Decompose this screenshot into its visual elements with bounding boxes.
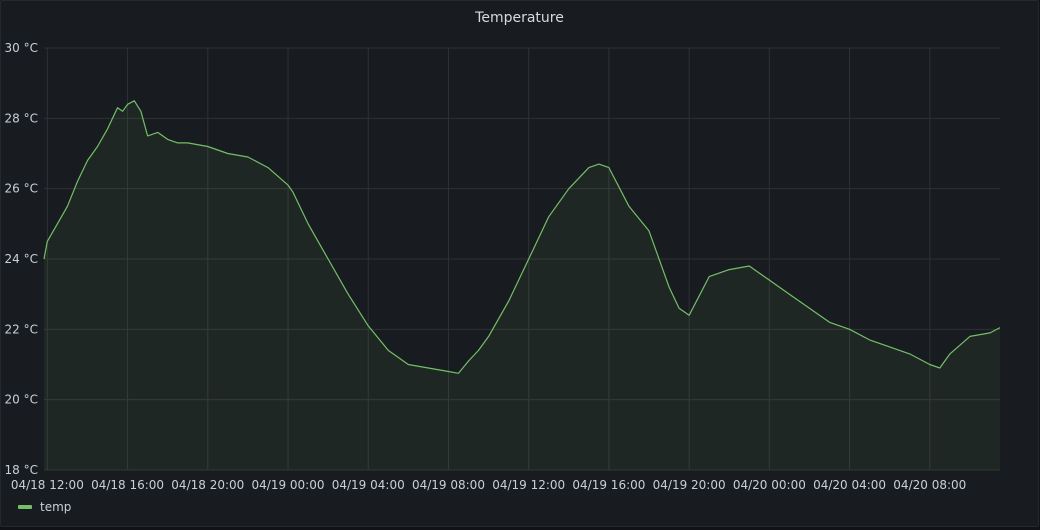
y-tick-label: 30 °C bbox=[5, 41, 38, 55]
y-tick-label: 26 °C bbox=[5, 182, 38, 196]
series-line-temp[interactable] bbox=[43, 100, 1001, 374]
y-tick-label: 18 °C bbox=[5, 463, 38, 477]
x-tick-label: 04/19 12:00 bbox=[492, 478, 565, 492]
y-tick-label: 28 °C bbox=[5, 111, 38, 125]
x-tick-label: 04/18 20:00 bbox=[171, 478, 244, 492]
x-tick-label: 04/19 16:00 bbox=[572, 478, 645, 492]
y-axis: 18 °C 20 °C 22 °C 24 °C 26 °C 28 °C 30 °C bbox=[5, 41, 38, 477]
x-tick-label: 04/19 04:00 bbox=[332, 478, 405, 492]
x-tick-label: 04/20 00:00 bbox=[733, 478, 806, 492]
y-tick-label: 24 °C bbox=[5, 252, 38, 266]
x-tick-label: 04/20 04:00 bbox=[813, 478, 886, 492]
y-tick-label: 20 °C bbox=[5, 393, 38, 407]
legend-swatch bbox=[18, 505, 32, 509]
x-tick-label: 04/20 08:00 bbox=[893, 478, 966, 492]
panel-title: Temperature bbox=[475, 10, 564, 26]
y-tick-label: 22 °C bbox=[5, 322, 38, 336]
grid bbox=[44, 47, 1000, 471]
x-tick-label: 04/19 08:00 bbox=[412, 478, 485, 492]
series-area-temp bbox=[44, 100, 1000, 471]
x-axis: 04/18 12:00 04/18 16:00 04/18 20:00 04/19 0… bbox=[11, 478, 966, 492]
series-layer bbox=[43, 100, 1001, 471]
legend[interactable]: temp bbox=[18, 500, 71, 514]
x-tick-label: 04/19 00:00 bbox=[252, 478, 325, 492]
legend-label-temp: temp bbox=[40, 500, 72, 514]
x-tick-label: 04/18 12:00 bbox=[11, 478, 84, 492]
x-tick-label: 04/19 20:00 bbox=[653, 478, 726, 492]
x-tick-label: 04/18 16:00 bbox=[91, 478, 164, 492]
